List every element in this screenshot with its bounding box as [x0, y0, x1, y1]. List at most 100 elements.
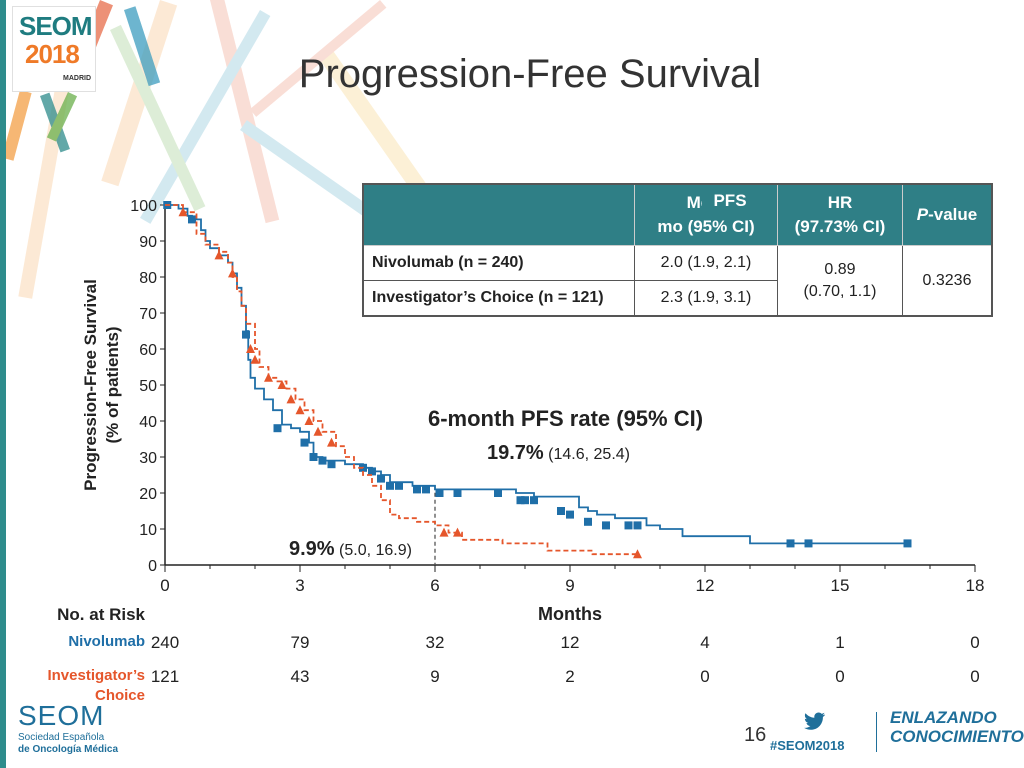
twitter-bird-icon [804, 712, 826, 735]
censor-mark-investigator [633, 549, 642, 559]
censor-mark-investigator [327, 437, 336, 447]
risk-cell: 4 [700, 633, 709, 652]
censor-mark-nivolumab [530, 496, 538, 505]
slogan-line2: CONOCIMIENTO [890, 727, 1024, 746]
y-axis-title-line1: Progression-Free Survival [81, 279, 100, 491]
table-row: Investigator’s Choice (n = 121) 2.3 (1.9… [362, 280, 992, 317]
y-tick-label: 30 [139, 450, 157, 467]
censor-mark-nivolumab [584, 517, 592, 526]
censor-mark-nivolumab [557, 507, 565, 515]
table-header-row: Medi mo (95% CI) HR (97.73% CI) P-value [362, 183, 993, 246]
investigator-rate-ci: (5.0, 16.9) [334, 542, 412, 559]
header-arm [362, 183, 635, 246]
row-median-investigator: 2.3 (1.9, 3.1) [634, 280, 778, 317]
header-hr-line1: HR [827, 193, 853, 212]
nivolumab-rate-value: 19.7% [487, 442, 544, 464]
censor-mark-nivolumab [566, 510, 574, 519]
chart-axes: 0 10 20 30 40 50 60 70 80 90 100 0 3 6 9 12 15 18 Months Pr… [81, 198, 984, 624]
row-median-nivolumab: 2.0 (1.9, 2.1) [634, 245, 778, 281]
risk-cell: 0 [835, 667, 844, 686]
header-median-line2: mo (95% CI) [657, 217, 755, 236]
risk-cell: 0 [970, 667, 979, 686]
x-axis-title: Months [538, 604, 602, 624]
censor-mark-nivolumab [309, 453, 318, 461]
footer-org-line1: Sociedad Española [18, 732, 105, 743]
chart-curves [163, 201, 912, 559]
x-tick-label: 0 [160, 576, 169, 595]
censor-mark-nivolumab [386, 481, 394, 490]
pfs-summary-table: Medi mo (95% CI) HR (97.73% CI) P-value … [362, 183, 993, 317]
header-hr-line2: (97.73% CI) [794, 217, 886, 236]
censor-mark-investigator [228, 268, 237, 278]
y-tick-label: 70 [139, 306, 157, 323]
censor-mark-nivolumab [395, 481, 403, 490]
censor-mark-nivolumab [624, 521, 633, 530]
censor-mark-investigator [453, 527, 462, 537]
y-tick-label: 40 [139, 414, 157, 431]
risk-table: No. at Risk Nivolumab 240 79 32 12 4 1 0 Investig… [47, 605, 979, 704]
censor-mark-nivolumab [273, 424, 282, 433]
risk-cell: 0 [700, 667, 709, 686]
y-tick-label: 20 [139, 486, 157, 503]
censor-mark-investigator [214, 250, 224, 260]
x-tick-label: 18 [966, 576, 985, 595]
table-row: Nivolumab (n = 240) 2.0 (1.9, 2.1) 0.89 … [362, 245, 993, 317]
censor-mark-investigator [264, 372, 273, 382]
seom-2018-logo: SEOM 2018 MADRID [12, 6, 96, 92]
slide-title: Progression-Free Survival [298, 52, 762, 96]
p-value-cell: 0.3236 [902, 245, 993, 317]
risk-row-label: Nivolumab [68, 633, 145, 650]
censor-mark-nivolumab [318, 456, 327, 465]
censor-mark-nivolumab [413, 485, 421, 494]
hr-value: 0.89 [824, 260, 856, 278]
censor-mark-nivolumab [516, 496, 525, 505]
risk-cell: 240 [151, 633, 179, 652]
slide-number: 16 [744, 724, 767, 746]
risk-row-label-line2: Choice [95, 687, 145, 704]
y-tick-label: 80 [139, 270, 157, 287]
censor-mark-nivolumab [435, 489, 444, 497]
footer-hashtag: #SEOM2018 [770, 738, 845, 753]
hr-cell: 0.89 (0.70, 1.1) [777, 245, 903, 317]
investigator-rate-value: 9.9% [289, 538, 335, 560]
censor-mark-nivolumab [633, 521, 642, 530]
censor-mark-investigator [295, 405, 305, 415]
censor-mark-nivolumab [300, 438, 309, 447]
risk-cell: 0 [970, 633, 979, 652]
censor-mark-nivolumab [188, 215, 196, 224]
censor-mark-investigator [277, 380, 287, 389]
censor-mark-nivolumab [494, 489, 502, 497]
risk-cell: 32 [426, 633, 445, 652]
nivolumab-rate-ci: (14.6, 25.4) [543, 446, 630, 463]
censor-mark-nivolumab [786, 539, 795, 548]
risk-cell: 12 [561, 633, 580, 652]
censor-mark-nivolumab [903, 539, 912, 548]
risk-cell: 1 [835, 633, 844, 652]
censor-mark-investigator [246, 344, 255, 353]
row-arm-investigator: Investigator’s Choice (n = 121) [362, 280, 635, 317]
censor-mark-investigator [250, 354, 260, 364]
logo-city-text: MADRID [63, 75, 91, 82]
footer-org-name: SEOM [18, 700, 105, 731]
header-hr: HR (97.73% CI) [777, 183, 903, 246]
risk-cell: 2 [565, 667, 574, 686]
risk-table-header: No. at Risk [57, 605, 145, 624]
logo-year-text: 2018 [25, 39, 80, 69]
risk-row-label: Investigator’s [47, 667, 145, 684]
row-arm-nivolumab: Nivolumab (n = 240) [362, 245, 635, 281]
x-tick-label: 6 [430, 576, 439, 595]
censor-mark-nivolumab [242, 330, 250, 339]
censor-mark-nivolumab [368, 467, 376, 476]
six-month-rate-title: 6-month PFS rate (95% CI) [428, 406, 704, 431]
censor-mark-nivolumab [804, 539, 813, 548]
y-tick-label: 100 [130, 198, 157, 215]
censor-mark-nivolumab [453, 489, 462, 497]
censor-mark-nivolumab [422, 485, 430, 494]
footer-org-line2: de Oncología Médica [18, 744, 119, 755]
y-tick-label: 60 [139, 342, 157, 359]
censor-mark-investigator [439, 527, 449, 537]
censor-mark-nivolumab [602, 521, 610, 530]
footer-slogan: ENLAZANDO CONOCIMIENTO [890, 708, 1024, 746]
